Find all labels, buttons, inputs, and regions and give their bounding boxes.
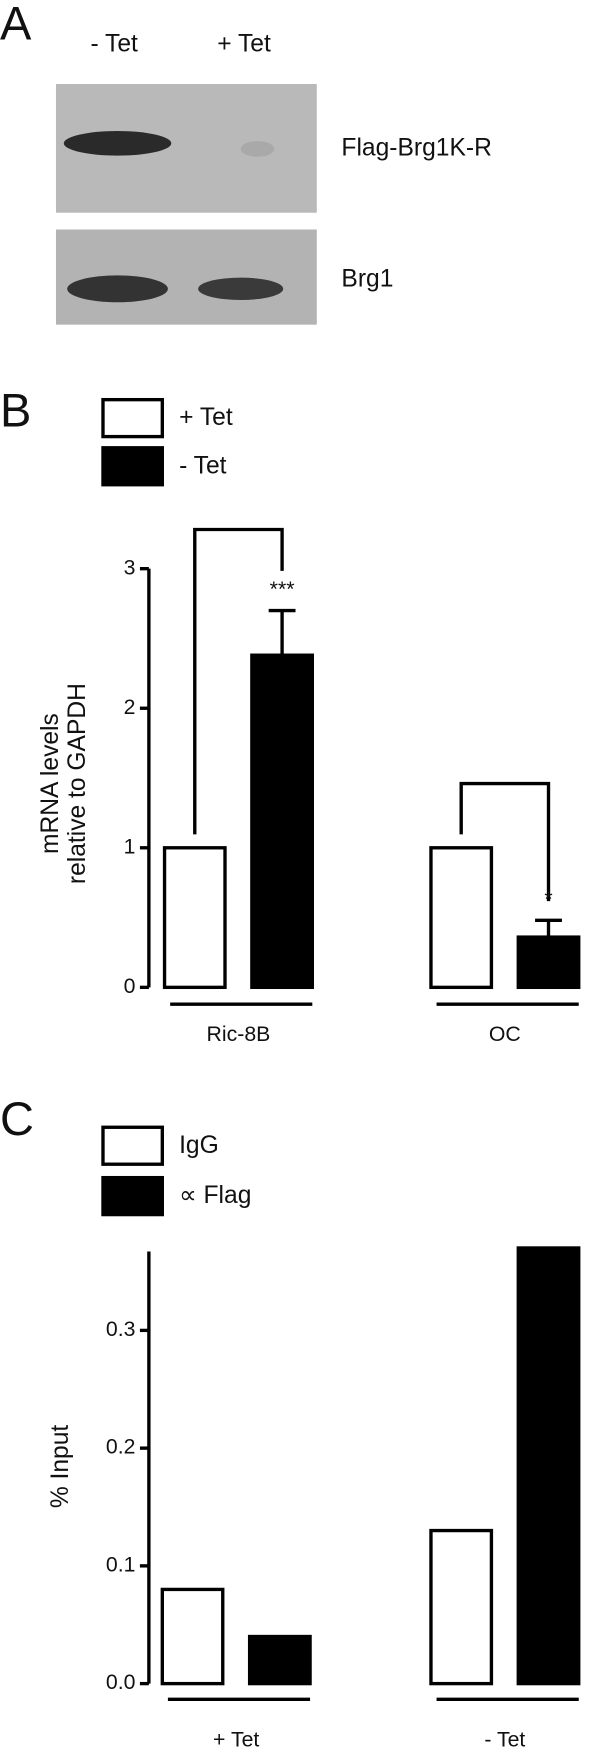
y-axis-label: mRNA levels: [37, 713, 64, 854]
error-bar: [268, 608, 296, 656]
bar: [516, 1246, 581, 1686]
y-tick-label: 2: [124, 695, 136, 719]
x-tick-label: - Tet: [484, 1727, 525, 1751]
lane-label: + Tet: [217, 30, 271, 57]
blot-band: [67, 275, 168, 303]
blot-band: [240, 141, 275, 157]
y-tick-label: 3: [124, 555, 136, 579]
legend-swatch: [101, 397, 164, 439]
bar: [250, 653, 314, 990]
y-tick-label: 0.1: [106, 1552, 136, 1576]
y-tick-label: 0: [124, 974, 136, 998]
significance-label: ***: [270, 577, 295, 601]
band-label: Brg1: [341, 265, 393, 292]
y-axis-label: % Input: [47, 1425, 74, 1509]
bar: [429, 1528, 494, 1686]
blot-band: [198, 277, 284, 301]
error-bar: [535, 918, 562, 938]
legend-label: - Tet: [179, 452, 227, 479]
bar: [516, 935, 581, 990]
legend-label: IgG: [179, 1132, 219, 1159]
y-tick-label: 1: [124, 834, 136, 858]
y-tick-label: 0.2: [106, 1435, 136, 1459]
bar: [429, 846, 494, 990]
legend-swatch: [101, 1125, 164, 1166]
significance-label: *: [544, 887, 552, 911]
blot-band: [63, 131, 172, 156]
y-axis-label: relative to GAPDH: [64, 683, 91, 884]
x-tick-label: OC: [489, 1022, 521, 1046]
x-tick-label: + Tet: [213, 1727, 259, 1751]
bar: [247, 1634, 312, 1686]
band-label: Flag-Brg1K-R: [341, 134, 491, 161]
bar: [160, 1587, 225, 1686]
panel-label: A: [0, 0, 32, 49]
significance-bracket: [459, 781, 551, 902]
y-tick-label: 0.3: [106, 1317, 136, 1341]
legend-label: ∝ Flag: [179, 1182, 251, 1209]
legend-label: + Tet: [179, 404, 233, 431]
panel-label: B: [0, 384, 31, 437]
significance-bracket: [193, 527, 284, 835]
bar: [162, 846, 227, 990]
lane-label: - Tet: [90, 30, 138, 57]
x-tick-label: Ric-8B: [207, 1022, 271, 1046]
legend-swatch: [101, 446, 164, 487]
legend-swatch: [101, 1175, 164, 1217]
panel-label: C: [0, 1092, 34, 1145]
y-tick-label: 0.0: [106, 1670, 136, 1694]
